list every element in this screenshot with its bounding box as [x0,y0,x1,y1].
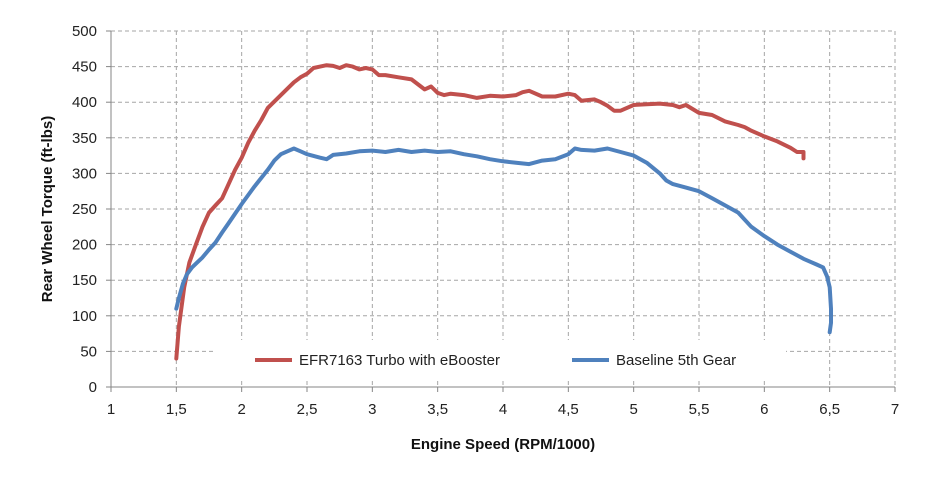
x-tick-label-1: 1,5 [166,401,187,418]
x-tick-label-9: 5,5 [689,401,710,418]
y-tick-label-100: 100 [72,308,97,325]
legend-label-baseline: Baseline 5th Gear [616,352,736,369]
legend: EFR7163 Turbo with eBooster Baseline 5th… [216,340,786,378]
legend-background [216,340,786,378]
x-tick-label-6: 4 [499,401,507,418]
x-tick-label-2: 2 [237,401,245,418]
x-axis-title: Engine Speed (RPM/1000) [411,436,595,453]
y-tick-label-250: 250 [72,201,97,218]
y-tick-label-0: 0 [89,379,97,396]
x-tick-label-12: 7 [891,401,899,418]
series-lines [174,63,833,361]
axes [106,30,896,392]
x-tick-label-7: 4,5 [558,401,579,418]
y-axis-title: Rear Wheel Torque (ft-lbs) [39,116,56,302]
x-tick-label-4: 3 [368,401,376,418]
x-tick-label-5: 3,5 [427,401,448,418]
x-tick-label-11: 6,5 [819,401,840,418]
x-tick-label-3: 2,5 [297,401,318,418]
y-tick-label-50: 50 [80,343,97,360]
x-tick-label-0: 1 [107,401,115,418]
series-line-baseline [174,146,833,335]
y-tick-label-350: 350 [72,130,97,147]
y-tick-label-300: 300 [72,165,97,182]
y-tick-label-450: 450 [72,59,97,76]
y-tick-label-150: 150 [72,272,97,289]
y-tick-label-500: 500 [72,23,97,40]
legend-label-efr7163: EFR7163 Turbo with eBooster [299,352,500,369]
y-tick-label-400: 400 [72,94,97,111]
x-tick-label-8: 5 [629,401,637,418]
y-tick-label-200: 200 [72,237,97,254]
y-tick-labels: 0 50 100 150 200 250 300 350 400 450 500 [72,23,97,396]
series-line-efr7163 [174,63,806,361]
x-tick-label-10: 6 [760,401,768,418]
x-tick-labels: 1 1,5 2 2,5 3 3,5 4 4,5 5 5,5 6 6,5 7 [107,401,899,418]
